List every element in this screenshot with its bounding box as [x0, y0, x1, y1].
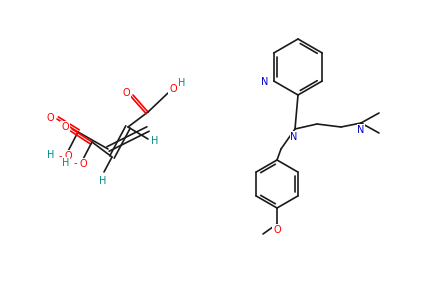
Text: H: H — [47, 150, 55, 160]
Text: O: O — [79, 159, 86, 169]
Text: -: - — [73, 158, 77, 168]
Text: O: O — [61, 122, 69, 132]
Text: N: N — [261, 77, 268, 87]
Text: N: N — [356, 125, 364, 135]
Text: H: H — [99, 176, 107, 186]
Text: O: O — [64, 151, 72, 161]
Text: O: O — [273, 225, 280, 235]
Text: O: O — [122, 88, 129, 98]
Text: O: O — [169, 84, 176, 94]
Text: H: H — [62, 158, 70, 168]
Text: H: H — [178, 78, 185, 88]
Text: N: N — [290, 132, 297, 142]
Text: -: - — [58, 151, 61, 161]
Text: O: O — [46, 113, 54, 123]
Text: H: H — [151, 136, 158, 146]
